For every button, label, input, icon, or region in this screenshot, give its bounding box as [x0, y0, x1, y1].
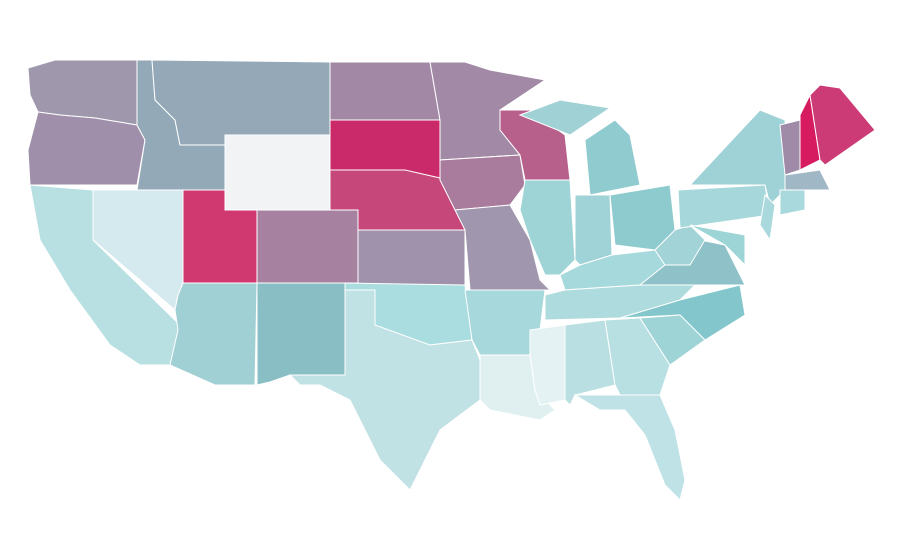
region — [519, 179, 576, 276]
region — [151, 59, 331, 146]
region — [677, 184, 771, 229]
region — [779, 189, 806, 216]
region — [689, 224, 746, 267]
region — [518, 99, 612, 136]
region — [784, 169, 831, 191]
region — [654, 224, 706, 266]
region — [329, 61, 441, 121]
region — [288, 289, 481, 491]
region — [439, 154, 526, 211]
region — [169, 282, 258, 386]
region — [357, 229, 466, 286]
region — [574, 194, 613, 266]
region — [544, 279, 702, 321]
region — [573, 394, 686, 501]
region — [809, 84, 876, 166]
region — [224, 134, 331, 211]
region — [256, 282, 346, 386]
region — [256, 209, 359, 284]
region — [639, 314, 706, 366]
region — [584, 119, 641, 196]
region — [27, 111, 146, 186]
region — [759, 193, 776, 242]
region — [454, 204, 552, 291]
